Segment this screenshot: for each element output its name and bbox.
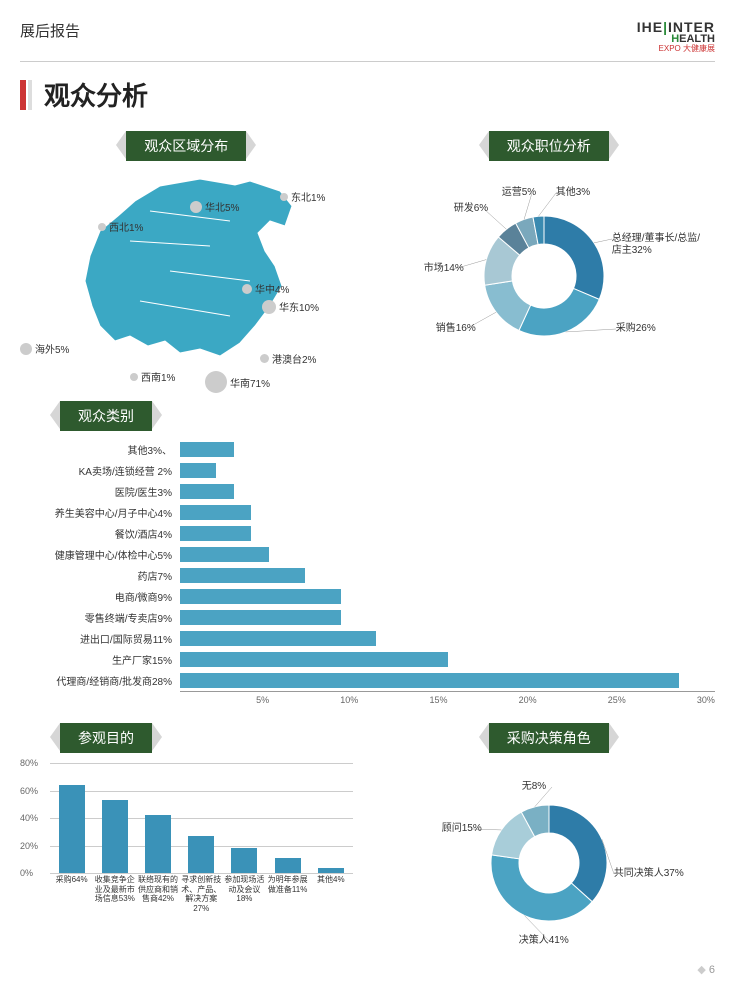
vbar-bar bbox=[275, 858, 301, 873]
vbar-bar bbox=[231, 848, 257, 873]
main-title-row: 观众分析 bbox=[20, 76, 715, 113]
section-region: 观众区域分布 bbox=[126, 131, 246, 161]
hbar-row: 代理商/经销商/批发商28% bbox=[20, 670, 715, 690]
donut-label: 决策人41% bbox=[519, 935, 569, 947]
hbar-row: 药店7% bbox=[20, 565, 715, 585]
vbar-bar bbox=[145, 815, 171, 873]
section-role: 采购决策角色 bbox=[489, 723, 609, 753]
hbar-row: 餐饮/酒店4% bbox=[20, 523, 715, 543]
section-position: 观众职位分析 bbox=[489, 131, 609, 161]
hbar-row: 医院/医生3% bbox=[20, 481, 715, 501]
vbar-purpose: 0%20%40%60%80%采购64%收集竞争企业及最新市场信息53%联络现有的… bbox=[20, 763, 353, 923]
hbar-category: 其他3%、KA卖场/连锁经营 2%医院/医生3%养生美容中心/月子中心4%餐饮/… bbox=[20, 439, 715, 705]
main-title: 观众分析 bbox=[44, 76, 148, 113]
donut-label: 顾问15% bbox=[442, 823, 482, 835]
donut-label: 其他3% bbox=[556, 187, 590, 199]
page-number: 6 bbox=[20, 963, 715, 976]
donut-label: 无8% bbox=[522, 781, 546, 793]
donut-label: 运营5% bbox=[502, 187, 536, 199]
donut-label: 销售16% bbox=[436, 323, 476, 335]
donut-label: 研发6% bbox=[454, 203, 488, 215]
china-map: 东北1%华北5%西北1%华中4%华东10%海外5%西南1%港澳台2%华南71% bbox=[20, 171, 353, 381]
hbar-row: 生产厂家15% bbox=[20, 649, 715, 669]
map-label: 西北1% bbox=[98, 219, 143, 234]
map-label: 华东10% bbox=[262, 299, 319, 314]
donut-label: 总经理/董事长/总监/店主32% bbox=[612, 233, 704, 257]
donut-position: 总经理/董事长/总监/店主32% 采购26% 销售16% 市场14% 研发6% 运营5% 其… bbox=[394, 171, 704, 371]
map-label: 华北5% bbox=[190, 199, 239, 214]
hbar-row: 健康管理中心/体检中心5% bbox=[20, 544, 715, 564]
donut-label: 市场14% bbox=[424, 263, 464, 275]
map-label: 华南71% bbox=[205, 371, 270, 393]
donut-label: 采购26% bbox=[616, 323, 656, 335]
vbar-bar bbox=[59, 785, 85, 873]
map-label: 港澳台2% bbox=[260, 351, 316, 366]
hbar-row: 零售终端/专卖店9% bbox=[20, 607, 715, 627]
donut-label: 共同决策人37% bbox=[614, 868, 684, 880]
vbar-bar bbox=[318, 868, 344, 874]
section-purpose: 参观目的 bbox=[60, 723, 152, 753]
hbar-row: 进出口/国际贸易11% bbox=[20, 628, 715, 648]
hbar-row: 电商/微商9% bbox=[20, 586, 715, 606]
donut-role: 共同决策人37% 决策人41% 顾问15% 无8% bbox=[394, 763, 704, 953]
vbar-bar bbox=[102, 800, 128, 873]
map-label: 海外5% bbox=[20, 341, 69, 356]
hbar-row: 养生美容中心/月子中心4% bbox=[20, 502, 715, 522]
map-label: 西南1% bbox=[130, 369, 175, 384]
section-category: 观众类别 bbox=[60, 401, 152, 431]
hbar-row: KA卖场/连锁经营 2% bbox=[20, 460, 715, 480]
hbar-row: 其他3%、 bbox=[20, 439, 715, 459]
header: 展后报告 IHE|INTER HEALTH EXPO 大健康展 bbox=[20, 20, 715, 62]
vbar-bar bbox=[188, 836, 214, 873]
logo: IHE|INTER HEALTH EXPO 大健康展 bbox=[637, 20, 715, 53]
map-label: 东北1% bbox=[280, 189, 325, 204]
report-title: 展后报告 bbox=[20, 20, 80, 41]
map-label: 华中4% bbox=[242, 281, 289, 296]
